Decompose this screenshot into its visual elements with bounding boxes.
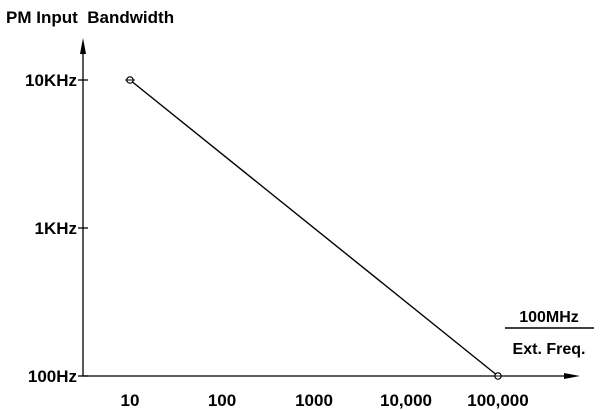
x-tick-label: 100,000 <box>467 391 528 410</box>
x-tick-label: 10,000 <box>380 391 432 410</box>
x-ticks: 10 100 1000 10,000 100,000 <box>121 391 529 410</box>
x-tick-label: 10 <box>121 391 140 410</box>
series-layer <box>125 76 503 380</box>
y-tick-label: 1KHz <box>34 219 77 238</box>
x-label-numerator: 100MHz <box>519 309 579 326</box>
axes <box>82 52 566 377</box>
x-label-denominator: Ext. Freq. <box>513 341 586 358</box>
y-axis-arrow <box>80 38 86 54</box>
x-axis-label: 100MHz Ext. Freq. <box>505 309 594 358</box>
x-axis-arrow <box>564 373 580 379</box>
x-tick-label: 100 <box>208 391 236 410</box>
y-tick-label: 10KHz <box>25 71 77 90</box>
series-line <box>129 79 499 377</box>
chart-title: PM Input Bandwidth <box>6 8 174 27</box>
y-ticks: 100Hz 1KHz 10KHz <box>25 71 88 386</box>
y-tick-label: 100Hz <box>28 367 77 386</box>
x-tick-label: 1000 <box>295 391 333 410</box>
axis-arrows <box>80 38 580 379</box>
